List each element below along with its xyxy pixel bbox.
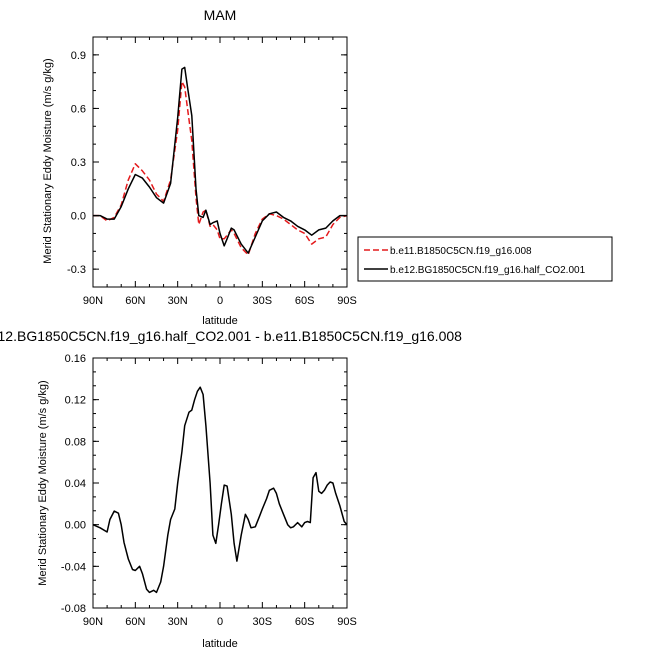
x-tick-label: 60N [125,616,145,628]
legend-entry: b.e12.BG1850C5CN.f19_g16.half_CO2.001 [390,265,586,276]
y-tick-label: -0.08 [61,603,86,615]
x-tick-label: 90S [337,616,357,628]
top-series-group [93,66,348,256]
x-tick-label: 0 [217,616,223,628]
x-tick-label: 30S [253,295,273,307]
bottom-y-axis-label: Merid Stationary Eddy Moisture (m/s g/kg… [37,380,49,585]
x-tick-label: 60S [295,295,315,307]
y-tick-label: 0.6 [71,103,86,115]
bottom-x-axis-label: latitude [202,638,237,650]
y-tick-label: 0.3 [71,157,86,169]
bottom-panel: b.e12.BG1850C5CN.f19_g16.half_CO2.001 - … [0,328,462,650]
top-axes: 90N 60N 30N 0 30S 60S 90S -0.3 0.0 0.3 0.6 0.9 [67,36,357,307]
bottom-series-group [92,386,348,594]
x-tick-label: 0 [217,295,223,307]
top-panel: MAM latitude Merid Stationary Eddy Moist… [42,7,613,327]
series-line-0 [93,80,348,256]
series-line-1 [93,66,347,254]
y-tick-label: 0.08 [65,436,86,448]
plot-frame [92,36,348,288]
x-tick-label: 60N [125,295,145,307]
top-y-axis-label: Merid Stationary Eddy Moisture (m/s g/kg… [42,58,54,263]
y-tick-label: 0.9 [71,50,86,62]
plot-frame [92,357,348,609]
legend-entry: b.e11.B1850C5CN.f19_g16.008 [390,246,532,257]
legend-box [357,236,613,282]
x-tick-label: 30S [253,616,273,628]
y-tick-label: 0.04 [65,478,86,490]
y-tick-label: 0.00 [65,520,86,532]
series-line-0 [92,386,348,594]
y-tick-label: -0.04 [61,561,86,573]
x-tick-label: 30N [168,295,188,307]
x-tick-label: 90N [83,616,103,628]
y-tick-label: 0.0 [71,211,86,223]
top-x-axis-label: latitude [202,315,237,327]
bottom-chart-title: b.e12.BG1850C5CN.f19_g16.half_CO2.001 - … [0,328,462,344]
y-tick-label: 0.12 [65,395,86,407]
x-tick-label: 90S [337,295,357,307]
x-tick-label: 30N [168,616,188,628]
y-tick-label: -0.3 [67,264,86,276]
y-tick-label: 0.16 [65,353,86,365]
top-legend: b.e11.B1850C5CN.f19_g16.008 b.e12.BG1850C… [357,236,613,282]
x-tick-label: 60S [295,616,315,628]
top-chart-title: MAM [204,7,237,23]
x-tick-label: 90N [83,295,103,307]
bottom-axes: 90N 60N 30N 0 30S 60S 90S -0.08 -0.04 0.00 0.04 0.0… [61,353,357,628]
